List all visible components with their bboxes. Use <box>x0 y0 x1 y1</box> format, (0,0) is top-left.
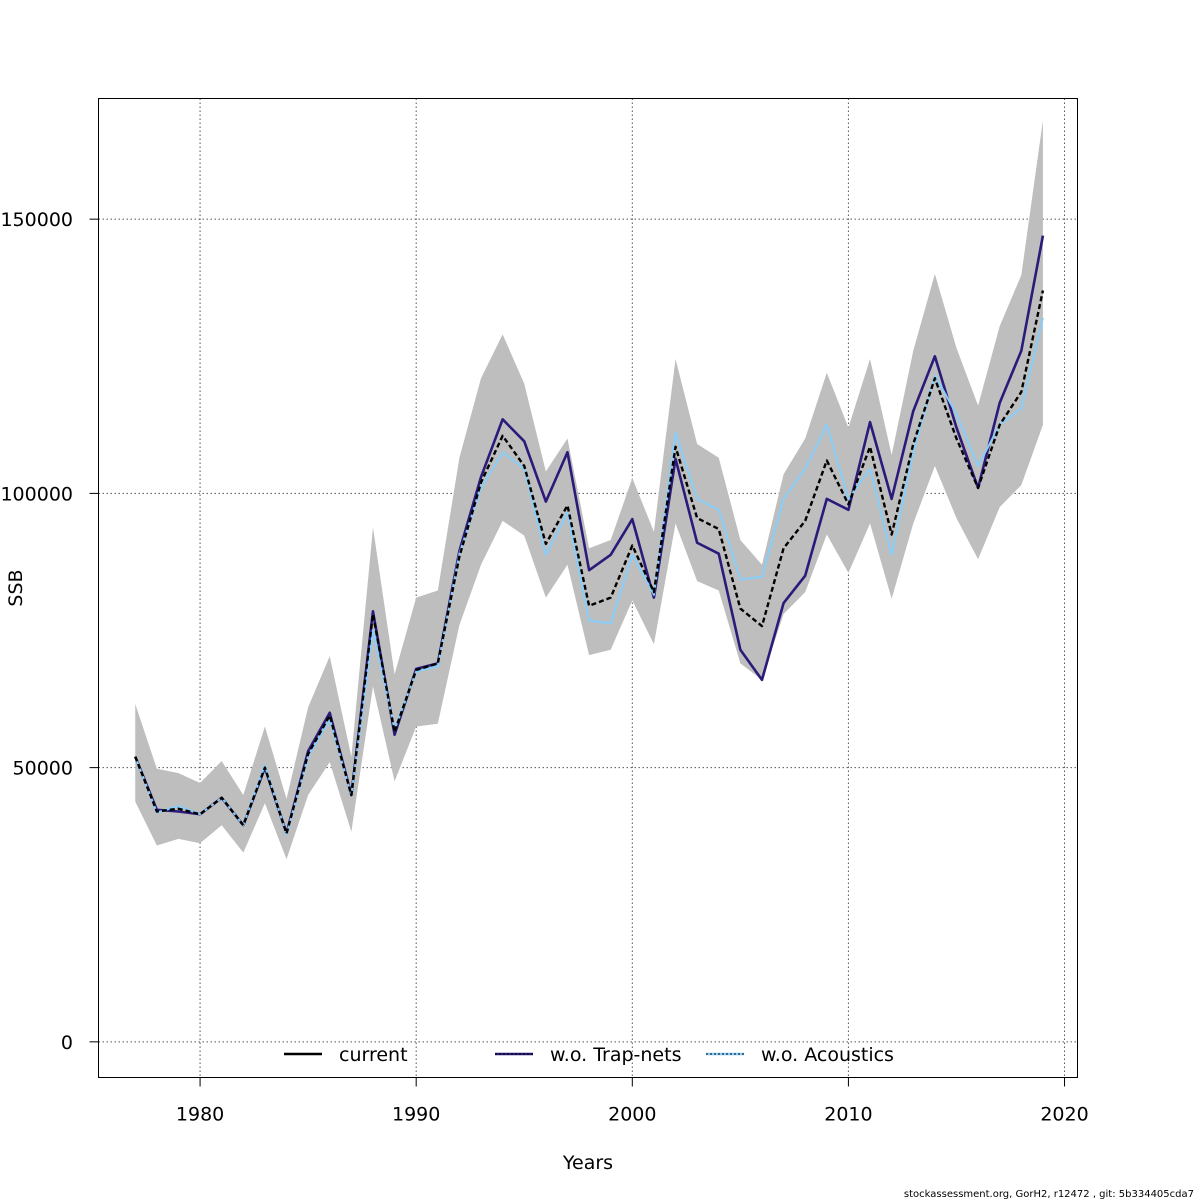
series-line-current <box>134 290 1045 835</box>
confidence-band-layer <box>135 120 1043 860</box>
legend-label-w-o-trap-nets: w.o. Trap-nets <box>550 1044 681 1066</box>
x-tick-label-2020: 2020 <box>1040 1104 1088 1126</box>
x-tick-label-1980: 1980 <box>176 1104 224 1126</box>
y-tick-label-150000: 150000 <box>0 209 73 231</box>
series-line-w-o-acoustics <box>134 317 1044 836</box>
legend-label-current: current <box>339 1044 408 1066</box>
x-tick-label-1990: 1990 <box>392 1104 440 1126</box>
series-layer <box>134 235 1045 836</box>
x-axis-label: Years <box>562 1152 613 1174</box>
legend-label-w-o-acoustics: w.o. Acoustics <box>761 1044 894 1066</box>
footer-credit: stockassessment.org, GorH2, r12472 , git… <box>904 1189 1194 1200</box>
y-tick-label-0: 0 <box>61 1032 73 1054</box>
y-axis-label: SSB <box>5 569 27 606</box>
y-axis: 0 50000 100000 150000 <box>0 209 99 1054</box>
confidence-band <box>135 120 1043 860</box>
plot-frame <box>98 98 1078 1078</box>
legend: current w.o. Trap-nets w.o. Acoustics <box>284 1044 894 1066</box>
x-tick-label-2000: 2000 <box>608 1104 656 1126</box>
y-tick-label-100000: 100000 <box>0 483 73 505</box>
x-tick-label-2010: 2010 <box>824 1104 872 1126</box>
x-axis: 1980 1990 2000 2010 2020 <box>176 1077 1089 1126</box>
y-tick-label-50000: 50000 <box>13 758 73 780</box>
